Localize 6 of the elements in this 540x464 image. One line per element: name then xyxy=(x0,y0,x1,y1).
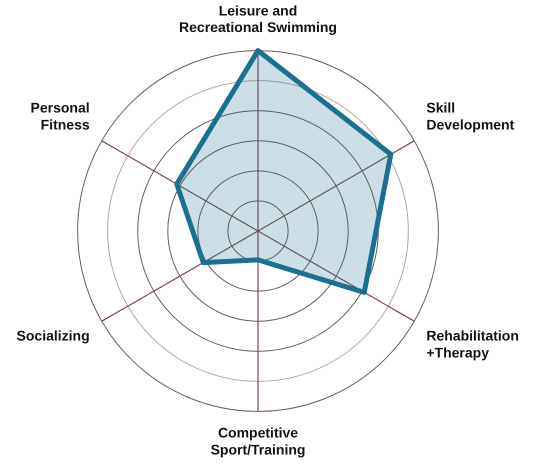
spoke-label: Personal Fitness xyxy=(30,99,90,132)
spoke-label: Socializing xyxy=(16,327,90,344)
spoke-label: Leisure and Recreational Swimming xyxy=(179,2,337,36)
spoke-label: Skill Development xyxy=(426,99,515,132)
spoke-label: Rehabilitation +Therapy xyxy=(426,327,519,360)
spoke-label: Competitive Sport/Training xyxy=(210,424,306,458)
